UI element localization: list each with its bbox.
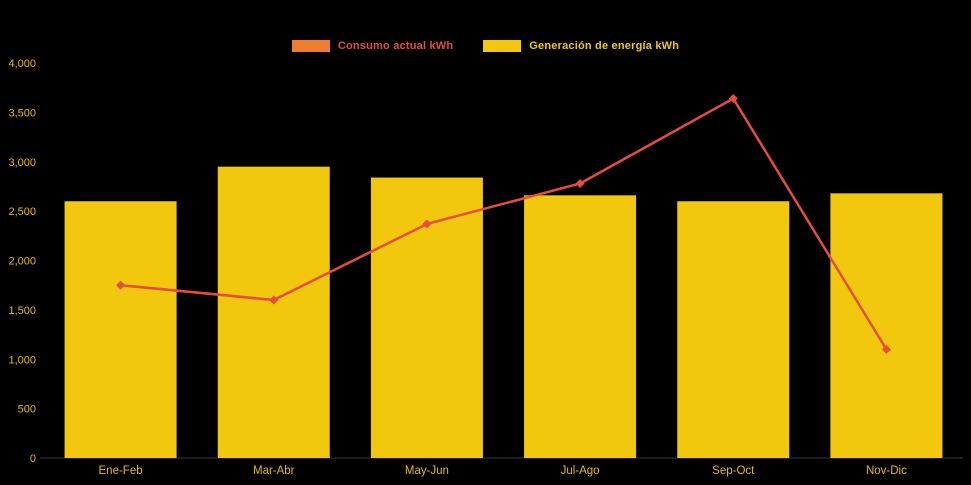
y-axis-tick-label: 1,000: [8, 354, 36, 366]
x-axis-label: Jul-Ago: [561, 465, 600, 477]
bar-sep-oct[interactable]: [677, 201, 790, 458]
bar-ene-feb[interactable]: [64, 201, 177, 458]
line-marker-may-jun[interactable]: [422, 219, 432, 229]
y-axis-tick-label: 0: [30, 453, 36, 465]
line-marker-ene-feb[interactable]: [116, 280, 126, 290]
line-marker-sep-oct[interactable]: [728, 94, 738, 104]
line-marker-jul-ago[interactable]: [575, 178, 585, 188]
x-axis-label: Ene-Feb: [99, 465, 143, 477]
legend-swatch-consumo: [291, 40, 330, 52]
bar-nov-dic[interactable]: [830, 193, 943, 458]
legend-label-consumo: Consumo actual kWh: [337, 40, 454, 52]
legend-item-consumo[interactable]: Consumo actual kWh: [291, 40, 454, 52]
bar-mar-abr[interactable]: [217, 166, 330, 458]
legend: Consumo actual kWh Generación de energía…: [0, 40, 971, 52]
y-axis-tick-label: 3,000: [8, 157, 36, 169]
y-axis-tick-label: 4,000: [8, 58, 36, 70]
y-axis-tick-label: 2,000: [8, 256, 36, 268]
legend-label-generacion: Generación de energía kWh: [529, 40, 680, 52]
x-axis-label: Mar-Abr: [253, 465, 295, 477]
line-marker-nov-dic[interactable]: [881, 344, 891, 354]
y-axis-tick-label: 500: [18, 404, 36, 416]
y-axis-tick-label: 2,500: [8, 206, 36, 218]
bar-jul-ago[interactable]: [524, 195, 637, 458]
x-axis-label: Nov-Dic: [866, 465, 907, 477]
legend-swatch-generacion: [483, 40, 522, 52]
y-axis-tick-label: 1,500: [8, 305, 36, 317]
x-axis-label: May-Jun: [405, 465, 449, 477]
y-axis-tick-label: 3,500: [8, 107, 36, 119]
x-axis-label: Sep-Oct: [712, 465, 755, 477]
legend-item-generacion[interactable]: Generación de energía kWh: [483, 40, 679, 52]
line-marker-mar-abr[interactable]: [269, 295, 279, 305]
consumption-line[interactable]: [119, 97, 888, 351]
